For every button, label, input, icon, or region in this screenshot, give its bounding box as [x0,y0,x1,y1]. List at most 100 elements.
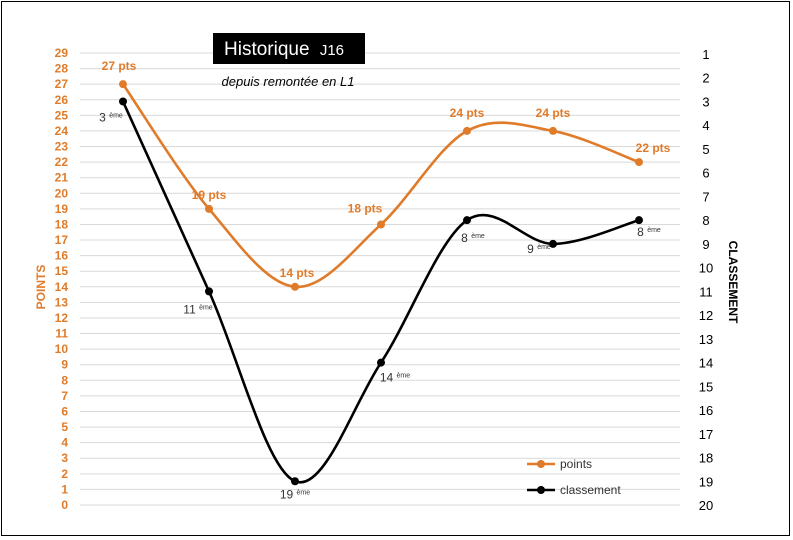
right-tick-label: 19 [699,474,713,489]
classement-series-marker [463,216,471,225]
legend: points classement [527,457,621,497]
left-tick-label: 0 [61,498,68,512]
classement-label-suffix: ème [397,373,411,380]
left-axis-ticks: 0123456789101112131415161718192021222324… [55,46,69,512]
points-series-marker [377,220,385,229]
chart-title: Historique J16 [224,39,344,60]
right-tick-label: 12 [699,308,713,323]
left-tick-label: 19 [55,202,69,216]
left-tick-label: 8 [61,373,68,387]
points-data-label: 24 pts [536,106,571,120]
classement-data-label: 14 ème [380,371,410,385]
right-tick-label: 7 [702,189,709,204]
left-tick-label: 25 [55,108,69,122]
right-tick-label: 10 [699,261,713,276]
left-tick-label: 4 [61,436,68,450]
left-tick-label: 22 [55,155,69,169]
left-tick-label: 5 [61,420,68,434]
chart-title-main: Historique [224,39,310,60]
left-tick-label: 3 [61,451,68,465]
left-tick-label: 2 [61,467,68,481]
classement-data-label: 11 ème [183,302,213,316]
legend-label: points [560,457,592,471]
right-tick-label: 3 [702,94,709,109]
right-tick-label: 15 [699,379,713,394]
points-series-marker [635,158,643,167]
classement-series-marker [291,477,299,486]
classement-data-label: 19 ème [280,487,310,501]
right-tick-label: 18 [699,451,713,466]
left-tick-label: 1 [61,482,68,496]
left-tick-label: 26 [55,93,69,107]
left-tick-label: 12 [55,311,69,325]
chart-canvas: 0123456789101112131415161718192021222324… [34,33,740,513]
classement-label-suffix: ème [537,244,551,251]
left-tick-label: 29 [55,46,69,60]
data-labels: 27 pts 19 pts 14 pts 18 pts 24 pts 24 pts 22 p… [99,59,670,501]
left-tick-label: 15 [55,264,69,278]
points-data-label: 14 pts [280,266,315,280]
points-data-label: 18 pts [348,201,383,215]
right-tick-label: 1 [702,47,709,62]
right-tick-label: 16 [699,403,713,418]
classement-data-label: 8 ème [637,225,661,239]
left-tick-label: 24 [55,124,69,138]
points-series-marker [205,204,213,213]
left-tick-label: 27 [55,77,69,91]
right-tick-label: 6 [702,166,709,181]
series-layer [119,80,643,486]
points-series-marker [549,126,557,135]
left-tick-label: 18 [55,217,69,231]
classement-label-suffix: ème [199,304,213,311]
right-tick-label: 9 [702,237,709,252]
gridlines [80,52,680,506]
right-axis-label: CLASSEMENT [726,241,740,324]
left-tick-label: 17 [55,233,69,247]
points-series-marker [119,80,127,89]
points-data-label: 22 pts [636,141,671,155]
classement-series-marker [205,287,213,296]
left-tick-label: 28 [55,62,69,76]
left-tick-label: 20 [55,186,69,200]
left-tick-label: 16 [55,249,69,263]
left-tick-label: 6 [61,404,68,418]
points-data-label: 24 pts [450,106,485,120]
points-series-marker [291,282,299,291]
left-tick-label: 21 [55,171,69,185]
legend-label: classement [560,483,621,497]
points-series-marker [463,126,471,135]
left-tick-label: 10 [55,342,69,356]
right-tick-label: 13 [699,332,713,347]
classement-label-suffix: ème [647,227,661,234]
classement-label-suffix: ème [471,233,485,240]
classement-series-marker [377,358,385,367]
classement-data-label: 3 ème [99,110,123,124]
left-tick-label: 11 [55,327,68,341]
right-tick-label: 5 [702,142,709,157]
right-tick-label: 17 [699,427,713,442]
left-tick-label: 7 [61,389,68,403]
left-tick-label: 9 [61,358,68,372]
right-tick-label: 8 [702,213,709,228]
classement-series-line [121,100,640,484]
legend-marker [537,486,545,494]
classement-label-suffix: ème [109,112,123,119]
points-data-label: 19 pts [192,188,227,202]
title-box: Historique J16 [213,33,365,64]
classement-series-marker [119,97,127,106]
classement-label-suffix: ème [297,489,311,496]
classement-data-label: 8 ème [461,231,485,245]
points-data-label: 27 pts [102,59,137,73]
right-tick-label: 4 [702,118,709,133]
legend-marker [537,460,545,468]
left-tick-label: 23 [55,140,69,154]
chart-subtitle: depuis remontée en L1 [222,74,355,89]
right-tick-label: 2 [702,71,709,86]
left-tick-label: 14 [55,280,69,294]
left-tick-label: 13 [55,295,69,309]
classement-series-marker [635,216,643,225]
classement-data-label: 9 ème [527,242,551,256]
left-axis-label: POINTS [34,265,48,310]
right-tick-label: 14 [699,356,713,371]
